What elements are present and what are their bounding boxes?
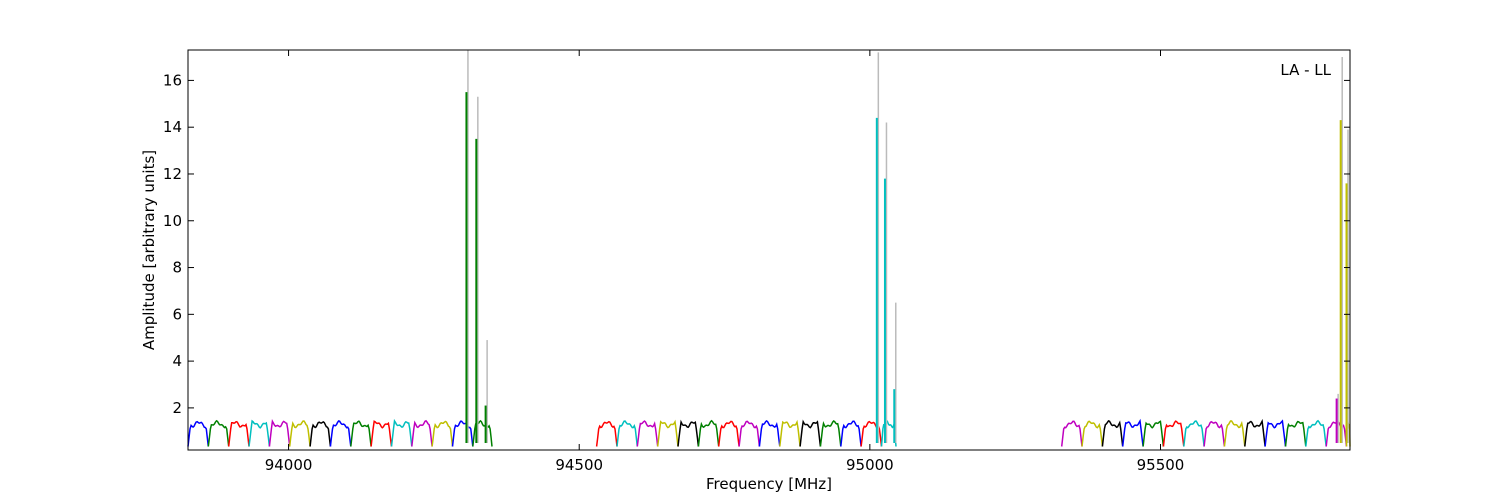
channel-trace [636, 420, 659, 447]
y-tick-label: 16 [163, 71, 182, 89]
channel-trace [1284, 420, 1307, 447]
x-tick-label: 95500 [1137, 456, 1185, 474]
channel-trace [1223, 420, 1246, 447]
channel-trace [1203, 420, 1226, 447]
channel-trace [697, 419, 720, 447]
channel-trace [656, 419, 679, 447]
channel-trace [329, 420, 352, 447]
channel-trace [1162, 420, 1185, 447]
y-tick-label: 12 [163, 165, 182, 183]
axis-ticks: 94000 94500 95000 95500 2 4 6 8 10 12 14 16 [163, 50, 1350, 474]
channel-trace [616, 420, 639, 447]
y-tick-label: 14 [163, 118, 182, 136]
channel-trace [288, 420, 311, 447]
y-tick-label: 10 [163, 212, 182, 230]
channel-trace [207, 419, 230, 447]
channel-trace [1244, 418, 1266, 447]
channel-trace [840, 420, 862, 447]
channel-trace [390, 418, 413, 447]
x-tick-label: 94000 [265, 456, 313, 474]
channel-trace [779, 419, 801, 447]
channel-trace [309, 421, 332, 447]
channel-trace [1060, 420, 1083, 447]
channel-trace [1121, 418, 1144, 447]
x-tick-label: 95000 [846, 456, 894, 474]
channel-trace [431, 420, 454, 447]
spectrum-traces [187, 50, 1351, 447]
channel-trace [1183, 420, 1205, 447]
channel-trace [677, 419, 700, 447]
channel-trace [1081, 420, 1104, 447]
channel-trace [248, 419, 271, 447]
channel-trace [227, 420, 250, 447]
channel-trace [738, 420, 761, 447]
channel-trace [819, 420, 842, 447]
channel-trace [758, 419, 781, 447]
channel-trace [451, 420, 474, 447]
channel-trace [370, 420, 393, 447]
channel-trace [1264, 419, 1287, 447]
y-tick-label: 8 [172, 259, 182, 277]
channel-trace [268, 418, 291, 447]
channel-trace [717, 420, 740, 447]
plot-frame [187, 49, 1351, 451]
channel-trace [1101, 420, 1124, 447]
y-axis-title: Amplitude [arbitrary units] [140, 150, 158, 350]
channel-trace [1305, 419, 1327, 447]
x-tick-label: 94500 [555, 456, 603, 474]
channel-trace [187, 420, 210, 447]
panel-annotation: LA - LL [1280, 61, 1331, 79]
x-axis-title: Frequency [MHz] [706, 475, 832, 493]
channel-trace [350, 420, 372, 447]
y-tick-label: 2 [172, 399, 182, 417]
y-tick-label: 4 [172, 352, 182, 370]
channel-trace [595, 420, 618, 447]
y-tick-label: 6 [172, 305, 182, 323]
channel-trace [1142, 420, 1165, 447]
channel-trace [411, 419, 433, 447]
channel-trace [799, 419, 822, 447]
